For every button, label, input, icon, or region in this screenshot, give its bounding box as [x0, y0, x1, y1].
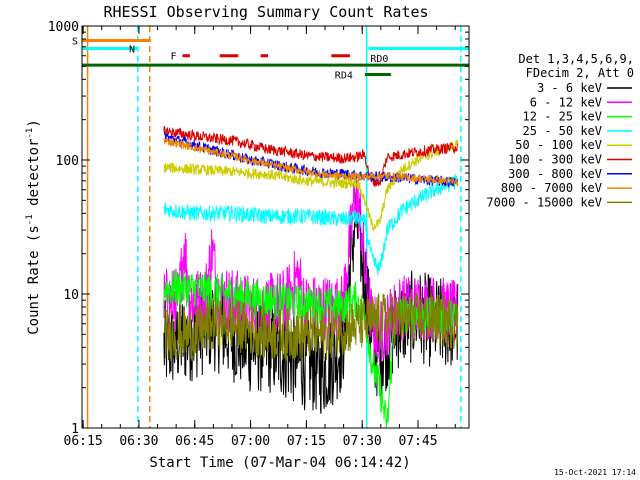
legend-title-2: FDecim 2, Att 0	[526, 66, 634, 80]
y-axis-label-sup: -1	[25, 214, 35, 225]
x-tick-label: 06:45	[175, 434, 214, 449]
series-line-3	[163, 174, 459, 276]
series-line-5	[163, 125, 459, 187]
flag-label-s: S	[72, 36, 78, 47]
series-line-8	[163, 292, 459, 362]
x-tick-label: 07:15	[287, 434, 326, 449]
footer-timestamp: 15-Oct-2021 17:14	[554, 468, 636, 477]
x-tick-label: 07:45	[398, 434, 437, 449]
y-tick-label: 1000	[48, 20, 79, 35]
x-tick-label: 06:15	[64, 434, 103, 449]
legend-label: 50 - 100 keV	[515, 138, 602, 152]
y-axis-label-main: Count Rate (s	[26, 225, 42, 335]
x-tick-label: 07:00	[231, 434, 270, 449]
legend-label: 7000 - 15000 keV	[486, 195, 602, 209]
x-tick-label: 06:30	[119, 434, 158, 449]
flag-label-rd0: RD0	[370, 54, 388, 65]
y-axis-label-sup2: -1	[25, 128, 35, 139]
y-axis-label-rest: detector	[26, 139, 42, 215]
y-axis-label-end: )	[26, 119, 42, 127]
legend-label: 6 - 12 keV	[530, 95, 602, 109]
y-tick-label: 100	[56, 154, 79, 169]
legend: Det 1,3,4,5,6,9, FDecim 2, Att 0 3 - 6 k…	[486, 52, 634, 209]
series-line-7	[163, 138, 459, 187]
flag-label-n: N	[129, 44, 135, 55]
chart-title: RHESSI Observing Summary Count Rates	[103, 3, 428, 21]
plot-frame	[81, 25, 470, 429]
legend-label: 300 - 800 keV	[508, 167, 602, 181]
legend-label: 12 - 25 keV	[523, 110, 602, 124]
legend-label: 25 - 50 keV	[523, 124, 602, 138]
x-tick-label: 07:30	[343, 434, 382, 449]
flag-label-f: F	[170, 52, 176, 63]
series-line-4	[163, 139, 459, 232]
x-axis-label: Start Time (07-Mar-04 06:14:42)	[149, 455, 410, 471]
legend-label: 3 - 6 keV	[537, 81, 602, 95]
y-axis-label: Count Rate (s-1 detector-1)	[25, 119, 42, 335]
flag-label-rd4: RD4	[335, 70, 353, 81]
y-tick-label: 10	[63, 288, 79, 303]
legend-title-1: Det 1,3,4,5,6,9,	[518, 52, 634, 66]
legend-label: 100 - 300 keV	[508, 153, 602, 167]
legend-label: 800 - 7000 keV	[501, 181, 602, 195]
y-tick-label: 1	[71, 422, 79, 437]
